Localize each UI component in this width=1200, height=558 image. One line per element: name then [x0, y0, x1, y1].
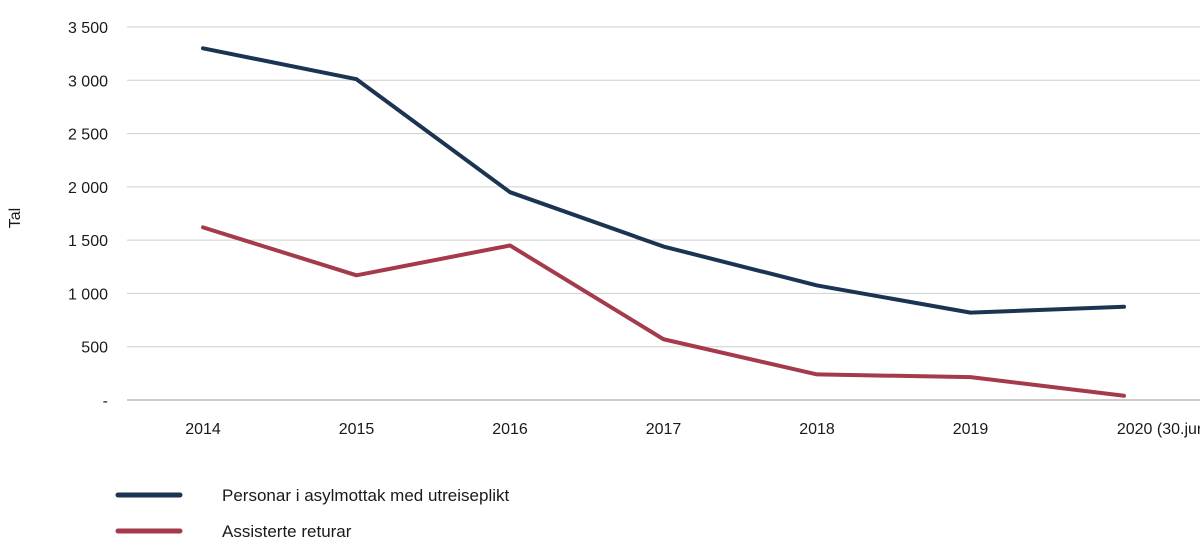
legend-label: Personar i asylmottak med utreiseplikt	[222, 486, 510, 505]
y-tick-label: 2 500	[68, 127, 108, 144]
series-line-1	[201, 46, 1126, 315]
y-axis-title: Tal	[7, 208, 24, 228]
y-tick-label: 1 500	[68, 233, 108, 250]
x-tick-label: 2015	[339, 421, 375, 438]
series-line-2	[201, 225, 1126, 398]
x-tick-label: 2018	[799, 421, 835, 438]
y-tick-label: -	[103, 393, 108, 410]
series-lines	[201, 46, 1126, 398]
y-tick-label: 2 000	[68, 180, 108, 197]
y-tick-label: 500	[81, 340, 108, 357]
x-tick-label: 2020 (30.jun)	[1117, 421, 1200, 438]
x-tick-label: 2016	[492, 421, 528, 438]
x-axis-tick-labels: 2014 2015 2016 2017 2018 2019 2020 (30.jun)	[185, 421, 1200, 438]
x-tick-label: 2019	[953, 421, 989, 438]
y-tick-label: 3 000	[68, 73, 108, 90]
y-tick-label: 3 500	[68, 20, 108, 37]
x-tick-label: 2017	[646, 421, 682, 438]
legend-label: Assisterte returar	[222, 522, 352, 541]
gridlines	[127, 26, 1200, 401]
x-tick-label: 2014	[185, 421, 221, 438]
y-tick-label: 1 000	[68, 286, 108, 303]
legend: Personar i asylmottak med utreiseplikt As…	[115, 486, 510, 541]
y-axis-tick-labels: - 500 1 000 1 500 2 000 2 500 3 000 3 500	[68, 20, 108, 410]
